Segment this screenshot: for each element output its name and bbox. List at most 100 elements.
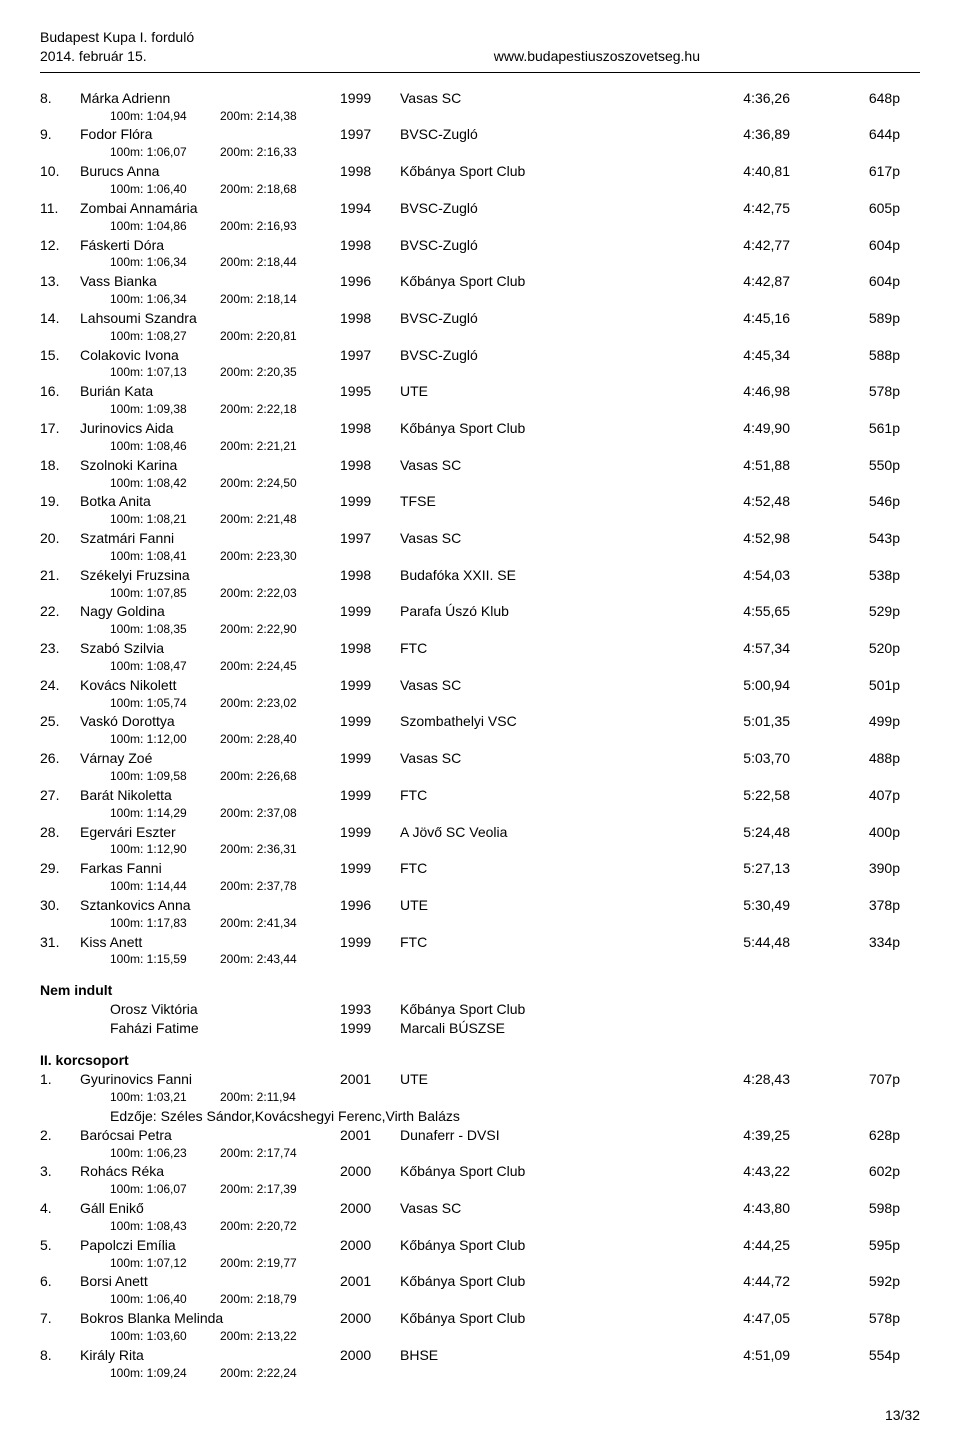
split-100m: 100m: 1:08,46 [110,438,220,455]
group2-heading: II. korcsoport [40,1052,920,1068]
club-name: Vasas SC [400,749,680,768]
split-100m: 100m: 1:08,21 [110,511,220,528]
points: 604p [820,236,900,255]
split-times: 100m: 1:15,59200m: 2:43,44 [40,951,920,968]
split-200m: 200m: 2:17,74 [220,1145,330,1162]
rank: 19. [40,492,80,511]
athlete-name: Várnay Zoé [80,749,340,768]
points: 520p [820,639,900,658]
split-100m: 100m: 1:08,41 [110,548,220,565]
split-200m: 200m: 2:22,90 [220,621,330,638]
athlete-name: Fodor Flóra [80,125,340,144]
club-name: FTC [400,639,680,658]
points: 588p [820,346,900,365]
split-times: 100m: 1:08,41200m: 2:23,30 [40,548,920,565]
club-name: Kőbánya Sport Club [400,1162,680,1181]
birth-year: 1993 [340,1000,400,1019]
split-times: 100m: 1:07,13200m: 2:20,35 [40,364,920,381]
final-time: 4:46,98 [680,382,820,401]
birth-year: 1999 [340,786,400,805]
points: 578p [820,1309,900,1328]
points: 499p [820,712,900,731]
club-name: Budafóka XXII. SE [400,566,680,585]
split-200m: 200m: 2:18,68 [220,181,330,198]
points: 592p [820,1272,900,1291]
split-times: 100m: 1:08,47200m: 2:24,45 [40,658,920,675]
club-name: BVSC-Zugló [400,125,680,144]
athlete-name: Jurinovics Aida [80,419,340,438]
final-time: 5:24,48 [680,823,820,842]
result-row: 17.Jurinovics Aida1998Kőbánya Sport Club… [40,419,920,438]
points: 488p [820,749,900,768]
split-100m: 100m: 1:17,83 [110,915,220,932]
split-200m: 200m: 2:18,44 [220,254,330,271]
split-200m: 200m: 2:18,14 [220,291,330,308]
split-100m: 100m: 1:04,94 [110,108,220,125]
split-times: 100m: 1:08,35200m: 2:22,90 [40,621,920,638]
rank: 26. [40,749,80,768]
birth-year: 2000 [340,1162,400,1181]
split-times: 100m: 1:07,85200m: 2:22,03 [40,585,920,602]
final-time: 4:42,75 [680,199,820,218]
birth-year: 1996 [340,896,400,915]
athlete-name: Burucs Anna [80,162,340,181]
dns-list: Orosz Viktória1993Kőbánya Sport ClubFahá… [40,1000,920,1038]
result-row: 5.Papolczi Emília2000Kőbánya Sport Club4… [40,1236,920,1255]
split-200m: 200m: 2:24,45 [220,658,330,675]
split-100m: 100m: 1:04,86 [110,218,220,235]
split-200m: 200m: 2:22,03 [220,585,330,602]
rank: 6. [40,1272,80,1291]
split-200m: 200m: 2:11,94 [220,1089,330,1106]
points: 644p [820,125,900,144]
birth-year: 1999 [340,492,400,511]
dns-heading: Nem indult [40,982,920,998]
result-row: 8.Márka Adrienn1999Vasas SC4:36,26648p [40,89,920,108]
result-row: 2.Barócsai Petra2001Dunaferr - DVSI4:39,… [40,1126,920,1145]
split-200m: 200m: 2:20,72 [220,1218,330,1235]
split-times: 100m: 1:17,83200m: 2:41,34 [40,915,920,932]
athlete-name: Király Rita [80,1346,340,1365]
split-100m: 100m: 1:09,58 [110,768,220,785]
athlete-name: Bokros Blanka Melinda [80,1309,340,1328]
club-name: BVSC-Zugló [400,309,680,328]
split-100m: 100m: 1:06,40 [110,1291,220,1308]
split-100m: 100m: 1:15,59 [110,951,220,968]
club-name: Kőbánya Sport Club [400,1000,680,1019]
final-time: 5:03,70 [680,749,820,768]
athlete-name: Nagy Goldina [80,602,340,621]
split-100m: 100m: 1:07,12 [110,1255,220,1272]
birth-year: 1999 [340,859,400,878]
club-name: Vasas SC [400,676,680,695]
split-100m: 100m: 1:14,44 [110,878,220,895]
split-200m: 200m: 2:14,38 [220,108,330,125]
athlete-name: Fáskerti Dóra [80,236,340,255]
split-200m: 200m: 2:20,35 [220,364,330,381]
club-name: BVSC-Zugló [400,346,680,365]
final-time: 4:52,48 [680,492,820,511]
athlete-name: Egervári Eszter [80,823,340,842]
result-row: 12.Fáskerti Dóra1998BVSC-Zugló4:42,77604… [40,236,920,255]
birth-year: 1999 [340,933,400,952]
split-times: 100m: 1:06,07200m: 2:16,33 [40,144,920,161]
birth-year: 1995 [340,382,400,401]
birth-year: 1999 [340,602,400,621]
final-time: 4:49,90 [680,419,820,438]
split-200m: 200m: 2:23,02 [220,695,330,712]
split-times: 100m: 1:07,12200m: 2:19,77 [40,1255,920,1272]
final-time: 4:36,89 [680,125,820,144]
split-200m: 200m: 2:26,68 [220,768,330,785]
result-row: 19.Botka Anita1999TFSE4:52,48546p [40,492,920,511]
points: 578p [820,382,900,401]
split-100m: 100m: 1:06,07 [110,1181,220,1198]
athlete-name: Rohács Réka [80,1162,340,1181]
split-200m: 200m: 2:23,30 [220,548,330,565]
dns-row: Faházi Fatime1999Marcali BÚSZSE [40,1019,920,1038]
birth-year: 1994 [340,199,400,218]
points: 501p [820,676,900,695]
club-name: Vasas SC [400,89,680,108]
points: 605p [820,199,900,218]
rank: 21. [40,566,80,585]
points: 550p [820,456,900,475]
birth-year: 1999 [340,676,400,695]
result-row: 31.Kiss Anett1999FTC5:44,48334p [40,933,920,952]
